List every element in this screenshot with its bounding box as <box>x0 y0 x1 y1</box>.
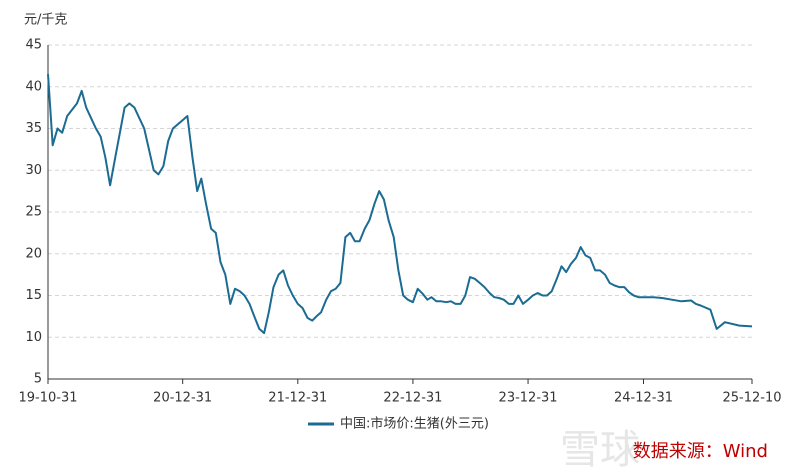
watermark: 雪球 <box>560 427 640 473</box>
series-line <box>47 74 753 335</box>
x-tick-label: 25-12-10 <box>722 391 781 406</box>
y-tick-label: 25 <box>25 205 42 220</box>
source: 数据来源：Wind <box>633 441 768 462</box>
y-tick-label: 45 <box>25 38 42 53</box>
y-tick-label: 5 <box>34 372 42 387</box>
x-tick-label: 22-12-31 <box>383 391 442 406</box>
y-unit: 元/千克 <box>24 13 67 28</box>
x-tick-label: 20-12-31 <box>153 391 212 406</box>
y-tick-label: 20 <box>25 246 42 261</box>
y-tick-label: 40 <box>25 79 42 94</box>
y-tick-label: 15 <box>25 288 42 303</box>
x-tick-label: 24-12-31 <box>614 391 673 406</box>
y-tick-label: 35 <box>25 121 42 136</box>
x-tick-label: 19-10-31 <box>18 391 77 406</box>
legend-label: 中国:市场价:生猪(外三元) <box>340 416 489 432</box>
x-tick-label: 21-12-31 <box>268 391 327 406</box>
y-tick-label: 10 <box>25 330 42 345</box>
y-tick-label: 30 <box>25 163 42 178</box>
x-tick-label: 23-12-31 <box>499 391 558 406</box>
